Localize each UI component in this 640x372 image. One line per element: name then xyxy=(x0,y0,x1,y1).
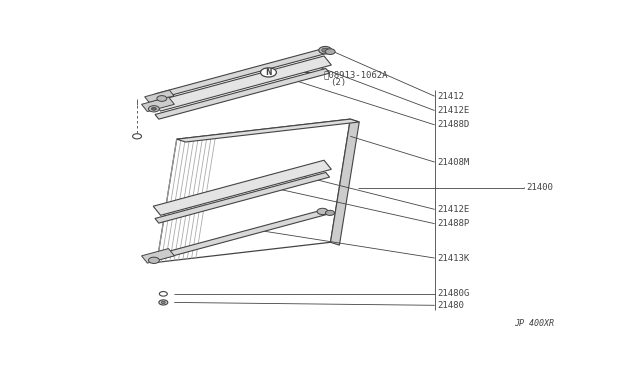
Circle shape xyxy=(148,106,159,112)
Circle shape xyxy=(317,208,328,215)
Circle shape xyxy=(159,292,167,296)
Circle shape xyxy=(159,300,168,305)
Text: 21412: 21412 xyxy=(437,92,464,101)
Text: (2): (2) xyxy=(330,78,347,87)
Text: 21480: 21480 xyxy=(437,301,464,310)
Text: 21413K: 21413K xyxy=(437,254,469,263)
Text: 21412E: 21412E xyxy=(437,106,469,115)
Polygon shape xyxy=(153,160,332,215)
Text: 21412E: 21412E xyxy=(437,205,469,214)
Polygon shape xyxy=(155,173,330,223)
Polygon shape xyxy=(177,119,359,142)
Polygon shape xyxy=(155,48,330,99)
Circle shape xyxy=(260,68,276,77)
Text: 21480G: 21480G xyxy=(437,289,469,298)
Polygon shape xyxy=(152,209,330,260)
Text: 21488D: 21488D xyxy=(437,121,469,129)
Circle shape xyxy=(161,301,165,304)
Text: JP 400XR: JP 400XR xyxy=(514,318,554,328)
Text: 21488P: 21488P xyxy=(437,219,469,228)
Circle shape xyxy=(319,46,332,54)
Polygon shape xyxy=(145,90,174,103)
Text: ⓝ08913-1062A: ⓝ08913-1062A xyxy=(323,70,388,79)
Circle shape xyxy=(148,257,159,263)
Text: 21408M: 21408M xyxy=(437,158,469,167)
Circle shape xyxy=(157,96,167,101)
Circle shape xyxy=(152,108,156,110)
Polygon shape xyxy=(141,248,174,263)
Circle shape xyxy=(322,48,329,52)
Polygon shape xyxy=(330,119,359,245)
Polygon shape xyxy=(155,68,330,119)
Polygon shape xyxy=(153,56,332,111)
Circle shape xyxy=(132,134,141,139)
Text: N: N xyxy=(265,68,272,77)
Polygon shape xyxy=(157,119,350,262)
Circle shape xyxy=(326,210,335,215)
Circle shape xyxy=(325,49,335,54)
Polygon shape xyxy=(141,97,174,112)
Text: 21400: 21400 xyxy=(527,183,553,192)
